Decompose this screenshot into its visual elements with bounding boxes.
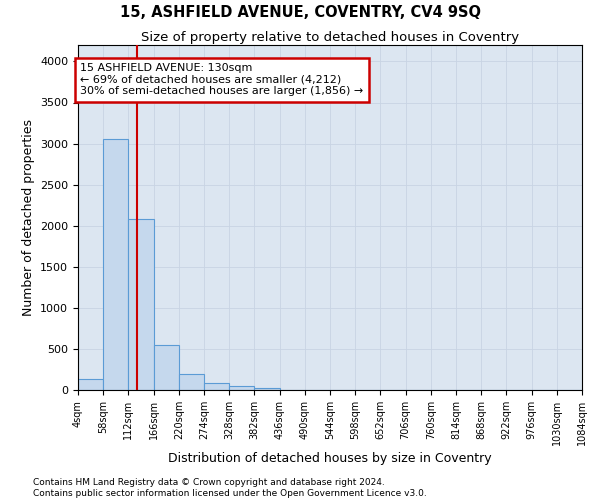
Bar xyxy=(128,219,154,390)
Bar xyxy=(229,386,254,390)
Bar xyxy=(78,380,103,390)
Bar xyxy=(254,388,280,390)
Bar xyxy=(154,345,179,390)
Text: 15 ASHFIELD AVENUE: 130sqm
← 69% of detached houses are smaller (4,212)
30% of s: 15 ASHFIELD AVENUE: 130sqm ← 69% of deta… xyxy=(80,63,364,96)
Title: Size of property relative to detached houses in Coventry: Size of property relative to detached ho… xyxy=(141,31,519,44)
Text: Contains HM Land Registry data © Crown copyright and database right 2024.
Contai: Contains HM Land Registry data © Crown c… xyxy=(33,478,427,498)
Bar xyxy=(179,374,204,390)
Bar xyxy=(204,384,229,390)
Text: 15, ASHFIELD AVENUE, COVENTRY, CV4 9SQ: 15, ASHFIELD AVENUE, COVENTRY, CV4 9SQ xyxy=(119,5,481,20)
X-axis label: Distribution of detached houses by size in Coventry: Distribution of detached houses by size … xyxy=(168,452,492,465)
Y-axis label: Number of detached properties: Number of detached properties xyxy=(22,119,35,316)
Bar xyxy=(103,140,128,390)
